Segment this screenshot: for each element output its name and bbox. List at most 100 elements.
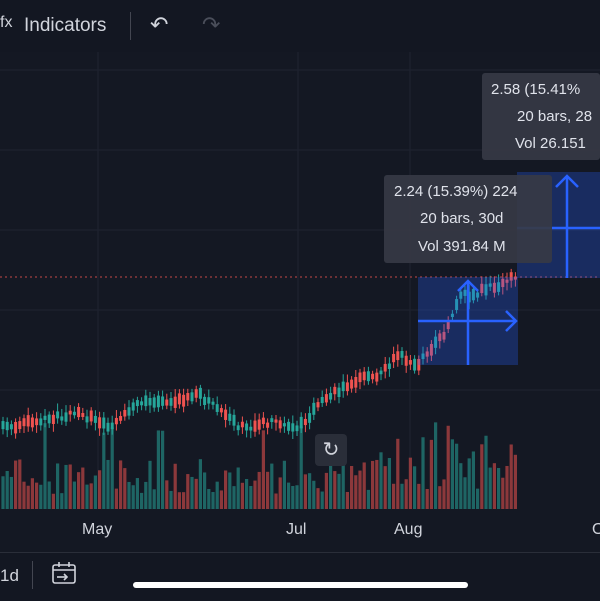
volume-bar [392,483,396,509]
volume-bar [77,472,81,509]
volume-bar [68,464,72,509]
measure-1-up-arrowhead [457,279,479,292]
candle-body [182,394,186,407]
measure-2-up-arrowhead [555,174,579,188]
volume-bar [400,483,404,509]
chart-pane[interactable]: 2.24 (15.39%) 224 20 bars, 30d Vol 391.8… [0,52,600,552]
candle-body [30,417,34,428]
candle-body [442,331,446,340]
volume-bar [287,482,291,509]
candle-body [358,372,362,383]
undo-icon[interactable]: ↶ [150,12,169,37]
home-indicator[interactable] [133,582,468,588]
fx-icon[interactable]: fx [0,14,13,31]
bottom-toolbar: 1d [0,552,600,601]
volume-bar [513,454,517,509]
candle-body [173,396,177,408]
volume-bar [177,492,181,509]
candle-body [89,410,93,422]
candle-body [5,421,9,431]
volume-bar [476,488,480,509]
measure-tooltip-2: 2.58 (15.41% 20 bars, 28 Vol 26.151 [482,73,600,160]
volume-bar [89,483,93,509]
volume-bar [341,448,345,509]
candle-body [98,417,102,429]
measure-1-bars: 20 bars, 30d [420,210,504,227]
measure-2-change: 2.58 (15.41% [491,81,581,98]
chart-grid [0,52,600,509]
volume-bar [383,466,387,509]
candle-body [463,289,467,296]
volume-bar [429,439,433,509]
volume-bar [228,472,232,509]
candle-body [379,370,383,375]
volume-bar [127,481,131,509]
bottom-divider [32,561,33,589]
candle-body [337,387,341,398]
volume-bar [156,430,160,509]
volume-bar [123,468,127,509]
candle-body [480,283,484,294]
volume-bar [425,489,429,509]
candle-body [492,282,496,293]
volume-bar [396,438,400,509]
indicators-button[interactable]: Indicators [24,15,107,36]
candle-body [35,418,39,426]
candle-body [156,395,160,408]
candle-body [501,278,505,288]
volume-bar [64,464,68,509]
candle-body [455,299,459,310]
candle-body [190,392,194,402]
candle-body [253,420,257,432]
time-axis[interactable]: May Jul Aug O [0,509,600,549]
volume-bar [484,435,488,509]
volume-bar [312,480,316,509]
volume-bar [509,444,513,509]
candle-body [324,394,328,403]
volume-bar [295,485,299,509]
volume-bar [274,493,278,509]
volume-bar [169,490,173,509]
candle-body [102,417,106,429]
volume-bar [245,478,249,509]
candle-body [320,396,324,404]
volume-bar [22,481,26,509]
candle-body [240,421,244,428]
measure-2-bars: 20 bars, 28 [517,108,593,125]
candle-body [282,423,286,427]
redo-icon[interactable]: ↷ [202,12,221,37]
volume-bar [261,430,265,509]
candle-body [215,404,219,412]
candle-body [446,321,450,330]
volume-bar [417,483,421,509]
volume-bar [18,459,22,509]
volume-bar [43,423,47,509]
volume-bar [421,437,425,509]
measure-1-change: 2.24 (15.39%) 224 [394,183,518,200]
interval-button[interactable]: 1d [0,566,19,585]
candle-body [72,411,76,416]
candle-body [93,415,97,423]
volume-bar [47,481,51,509]
candle-body [341,381,345,392]
candle-body [60,416,64,421]
volume-bar [39,484,43,509]
volume-bar [135,478,139,509]
calendar-goto-icon[interactable] [50,559,78,587]
volume-bar [299,426,303,509]
candle-body [64,412,68,422]
candle-body [425,351,429,357]
reset-chart-icon[interactable]: ↻ [315,434,347,466]
chart-canvas[interactable] [0,52,600,552]
candle-body [106,422,110,432]
candle-body [119,415,123,421]
volume-bar [320,491,324,509]
volume-bar [232,486,236,509]
volume-bar [173,463,177,509]
volume-bar [219,490,223,509]
candle-body [476,292,480,298]
volume-bar [308,473,312,509]
candle-body [198,387,202,399]
candle-body [387,363,391,369]
volume-bar [102,432,106,509]
